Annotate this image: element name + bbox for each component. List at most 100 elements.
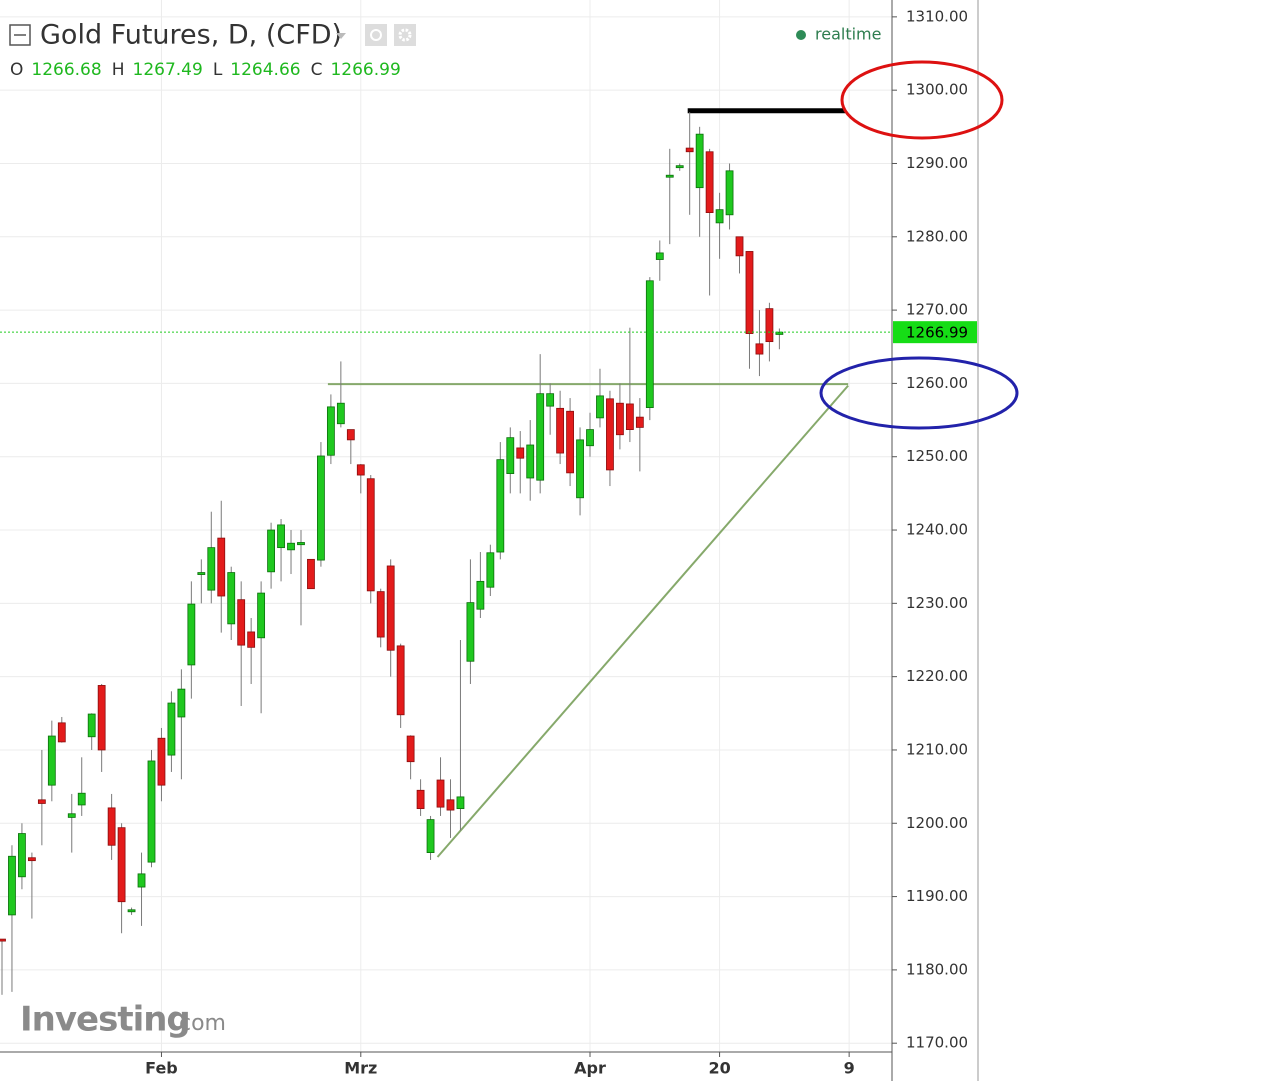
candle-body <box>0 938 6 942</box>
candle-body <box>336 402 345 425</box>
chart-title: Gold Futures, D, (CFD) <box>40 20 342 51</box>
x-tick-label: Feb <box>145 1059 178 1078</box>
y-tick-label: 1300.00 <box>906 81 968 99</box>
x-tick-label: 20 <box>708 1059 730 1078</box>
candle-body <box>705 151 714 213</box>
candle-body <box>376 591 385 638</box>
candle-body <box>765 308 774 343</box>
ohlc-label: H <box>112 60 125 80</box>
candle-body <box>167 702 176 756</box>
candle-body <box>685 147 694 153</box>
x-tick-label: 9 <box>844 1059 855 1078</box>
candle-body <box>27 857 36 862</box>
settings-icon[interactable] <box>394 24 416 46</box>
y-tick-label: 1230.00 <box>906 594 968 612</box>
candle-body <box>446 799 455 811</box>
candle-body <box>37 799 46 804</box>
candle-body <box>755 343 764 355</box>
candle-body <box>466 602 475 662</box>
candle-body <box>775 331 784 335</box>
candle-body <box>217 537 226 597</box>
ohlc-header: O 1266.68 H 1267.49 L 1264.66 C 1266.99 <box>10 60 401 80</box>
candle-body <box>77 792 86 806</box>
candle-body <box>227 572 236 625</box>
candle-body <box>406 735 415 763</box>
candle-body <box>147 760 156 863</box>
candle-body <box>117 827 126 903</box>
y-tick-label: 1240.00 <box>906 521 968 539</box>
candle-body <box>307 558 315 590</box>
candle-body <box>57 722 66 743</box>
y-tick-label: 1180.00 <box>906 960 968 978</box>
candle-body <box>97 685 106 751</box>
candle-body <box>536 393 545 481</box>
candle-body <box>635 416 644 428</box>
y-tick-label: 1310.00 <box>906 7 968 25</box>
ohlc-value: 1264.66 <box>230 60 300 80</box>
candle-body <box>257 592 266 639</box>
x-tick-label: Mrz <box>344 1059 377 1078</box>
axes: 1310.00 1300.00 1290.00 1280.00 1270.00 1260.… <box>145 7 977 1078</box>
x-tick-label: Apr <box>574 1059 606 1078</box>
candle-body <box>655 252 664 260</box>
candle-body <box>356 464 365 476</box>
candle-body <box>317 455 325 561</box>
candle-body <box>596 395 604 419</box>
candles <box>0 112 892 995</box>
candle-body <box>665 174 674 178</box>
candle-body <box>496 459 505 553</box>
last-price-label: 1266.99 <box>906 324 968 342</box>
y-tick-label: 1280.00 <box>906 227 968 245</box>
highlight-ellipse-blue <box>819 356 1019 430</box>
candle-body <box>715 209 724 224</box>
candle-body <box>695 133 704 189</box>
candle-body <box>476 580 485 610</box>
candle-body <box>576 439 584 499</box>
y-tick-label: 1270.00 <box>906 301 968 319</box>
candle-body <box>456 796 465 810</box>
candle-body <box>127 909 136 913</box>
drawings <box>327 108 849 858</box>
candle-body <box>177 688 186 718</box>
candle-body <box>735 236 744 257</box>
realtime-dot <box>796 30 806 40</box>
candle-body <box>107 807 116 846</box>
candle-body <box>267 529 275 573</box>
candle-body <box>67 813 76 818</box>
candle-body <box>157 737 166 786</box>
candle-body <box>645 280 654 409</box>
candle-body <box>516 447 525 459</box>
candle-body <box>87 713 96 738</box>
realtime-status: realtime <box>815 25 881 44</box>
title-dropdown[interactable] <box>336 33 346 39</box>
collapse-icon[interactable] <box>9 24 31 46</box>
candle-body <box>197 572 206 575</box>
candle-body <box>586 429 594 447</box>
y-tick-label: 1290.00 <box>906 154 968 172</box>
logo: Investing <box>20 1000 190 1040</box>
candle-body <box>237 599 246 646</box>
candle-body <box>287 542 295 551</box>
y-tick-label: 1200.00 <box>906 814 968 832</box>
candle-body <box>18 833 26 878</box>
y-tick-label: 1190.00 <box>906 887 968 905</box>
candle-body <box>546 393 555 407</box>
ohlc-value: 1266.99 <box>330 60 400 80</box>
chart-background <box>0 0 978 1081</box>
logo-suffix: .com <box>172 1011 226 1036</box>
candle-body <box>506 437 515 474</box>
candle-body <box>137 873 146 888</box>
highlight-ellipse-red <box>840 60 1004 140</box>
candle-body <box>745 251 754 334</box>
y-tick-label: 1170.00 <box>906 1034 968 1052</box>
visibility-icon[interactable] <box>365 24 387 46</box>
candle-body <box>346 429 355 441</box>
ohlc-value: 1266.68 <box>31 60 101 80</box>
candle-body <box>556 407 565 454</box>
visibility-icon-eye <box>370 29 382 41</box>
candle-body <box>725 170 734 216</box>
candle-body <box>386 565 395 651</box>
candle-body <box>326 406 335 456</box>
candle-body <box>47 735 56 786</box>
